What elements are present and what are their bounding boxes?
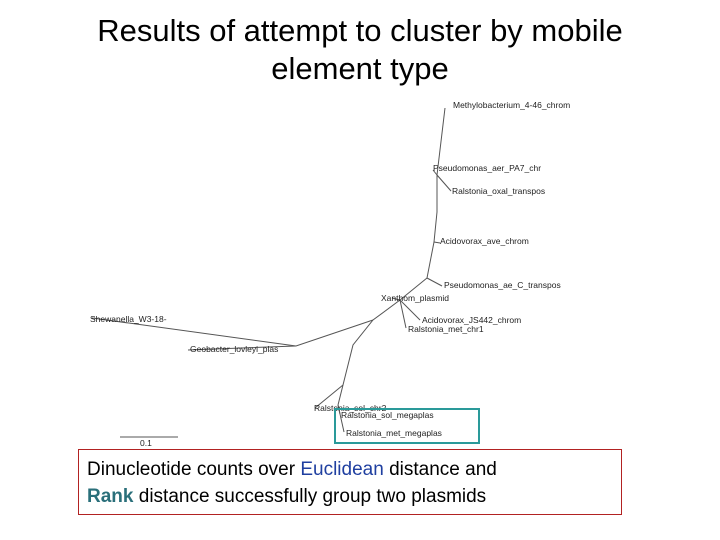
caption-rank: Rank (87, 486, 134, 507)
caption-text-2: distance and (383, 459, 497, 480)
plasmid-highlight-box (334, 408, 480, 444)
leaf-label: Ralstonia_sol_megaplas (341, 410, 434, 420)
branch (391, 297, 401, 301)
branch (314, 384, 344, 409)
branch (436, 174, 452, 192)
branch (433, 241, 441, 244)
leaf-label: Ralstonia_met_megaplas (346, 428, 442, 438)
leaf-label: Ralstonia_met_chr1 (408, 324, 484, 334)
caption-text-1: Dinucleotide counts over (87, 459, 301, 480)
leaf-label: Ralstonia_oxal_transpos (452, 186, 545, 196)
leaf-label: Acidovorax_JS442_chrom (422, 315, 521, 325)
tree-branches (91, 107, 452, 438)
title-line-1: Results of attempt to cluster by mobile (97, 13, 623, 48)
branch (91, 317, 297, 347)
title-line-2: element type (271, 51, 449, 86)
leaf-label: Shewanella_W3-18- (90, 314, 167, 324)
tree-leaf-labels: Methylobacterium_4-46_chrom Pseudomonas_… (90, 100, 570, 448)
leaf-label: Methylobacterium_4-46_chrom (453, 100, 570, 110)
leaf-label: Pseudomonas_aer_PA7_chr (433, 163, 541, 173)
branch (337, 107, 446, 406)
branch (399, 299, 407, 329)
caption-box: Dinucleotide counts over Euclidean dista… (78, 449, 622, 515)
branch (399, 299, 421, 321)
caption-text-3: distance successfully group two plasmids (133, 486, 487, 507)
leaf-label: Xanthom_plasmid (381, 293, 449, 303)
branch (432, 169, 438, 176)
slide-title: Results of attempt to cluster by mobile … (0, 12, 720, 88)
leaf-label: Pseudomonas_ae_C_transpos (444, 280, 561, 290)
caption-euclidean: Euclidean (300, 459, 384, 480)
branch (426, 277, 443, 287)
scale-label: 0.1 (140, 438, 152, 448)
leaf-label: Acidovorax_ave_chrom (440, 236, 529, 246)
leaf-label: Geobacter_lovleyi_plas (190, 344, 278, 354)
